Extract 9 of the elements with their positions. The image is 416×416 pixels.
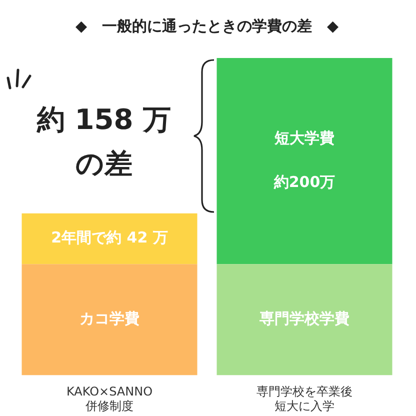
annotation: カコ学費 xyxy=(80,310,140,328)
annotation: 短大学費 xyxy=(274,128,334,147)
x-tick-label: 専門学校を卒業後短大に入学 xyxy=(256,384,352,413)
annotation: 約 158 万の差 xyxy=(36,102,172,182)
annotation: 2年間で約 42 万 xyxy=(51,228,168,247)
x-tick-label: KAKO×SANNO 併修制度 xyxy=(66,384,153,413)
annotation: 約200万 xyxy=(272,172,336,191)
annotation: 専門学校学費 xyxy=(258,310,350,328)
chart-title: ◆ 一般的に通ったときの学費の差 ◆ xyxy=(75,16,339,35)
